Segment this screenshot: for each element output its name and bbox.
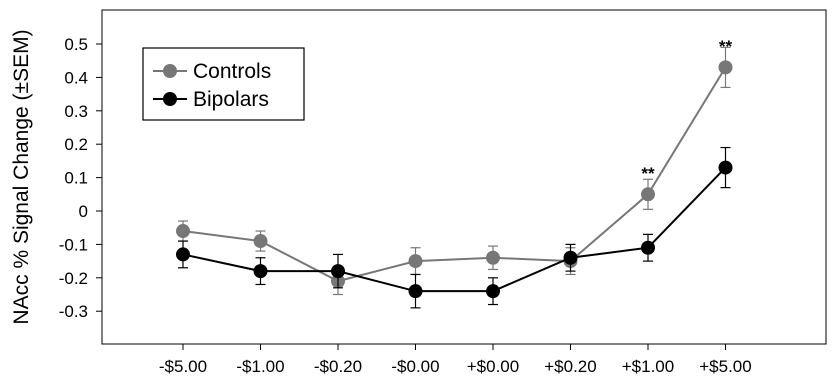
data-point-controls [253, 234, 268, 249]
annotations: ** ** [641, 37, 732, 183]
legend-box [142, 47, 305, 121]
series-line-bipolars [182, 166, 727, 293]
x-tick-label: +$0.20 [544, 357, 596, 376]
data-point-bipolars [718, 160, 733, 175]
y-axis-title: NAcc % Signal Change (±SEM) [10, 29, 33, 324]
y-tick-label: -0.1 [59, 235, 88, 254]
y-ticks: 0.5 0.4 0.3 0.2 0.1 0 -0.1 -0.2 -0.3 [59, 35, 102, 321]
legend-bipolars-label: Bipolars [193, 88, 269, 111]
y-tick-label: 0.2 [64, 135, 88, 154]
y-tick-label: -0.3 [59, 302, 88, 321]
x-tick-label: -$5.00 [159, 357, 207, 376]
significance-marker: ** [641, 164, 655, 183]
data-point-bipolars [176, 247, 190, 262]
plot-frame [101, 9, 827, 345]
legend: Controls Bipolars [142, 47, 305, 121]
data-point-controls [718, 60, 733, 75]
x-tick-label: -$0.00 [391, 357, 439, 376]
x-tick-label: -$1.00 [236, 357, 284, 376]
y-tick-label: -0.2 [59, 269, 88, 288]
data-point-bipolars [486, 284, 500, 299]
x-ticks: -$5.00 -$1.00 -$0.20 -$0.00 +$0.00 +$0.20 +$1.… [159, 344, 752, 376]
y-tick-label: 0.4 [64, 68, 88, 87]
legend-controls-marker [163, 64, 177, 78]
y-tick-label: 0.3 [64, 102, 88, 121]
data-point-bipolars [641, 240, 655, 255]
data-point-bipolars [331, 264, 345, 279]
data-point-bipolars [253, 264, 268, 279]
x-tick-label: +$5.00 [699, 357, 751, 376]
data-point-controls [176, 224, 190, 239]
data-point-controls [641, 187, 655, 202]
y-tick-label: 0 [79, 202, 88, 221]
axes [101, 9, 827, 345]
data-point-bipolars [408, 284, 423, 299]
x-tick-label: +$1.00 [622, 357, 674, 376]
series-layer [176, 46, 733, 309]
legend-bipolars-marker [163, 92, 177, 106]
legend-controls-label: Controls [193, 60, 271, 83]
series-bipolars [176, 146, 733, 309]
data-point-bipolars [563, 250, 578, 265]
data-point-controls [486, 250, 500, 265]
series-line-controls [182, 66, 727, 283]
y-tick-label: 0.1 [64, 169, 88, 188]
x-tick-label: -$0.20 [314, 357, 362, 376]
x-tick-label: +$0.00 [467, 357, 519, 376]
y-tick-label: 0.5 [64, 35, 88, 54]
significance-marker: ** [719, 37, 733, 56]
data-point-controls [408, 254, 423, 269]
